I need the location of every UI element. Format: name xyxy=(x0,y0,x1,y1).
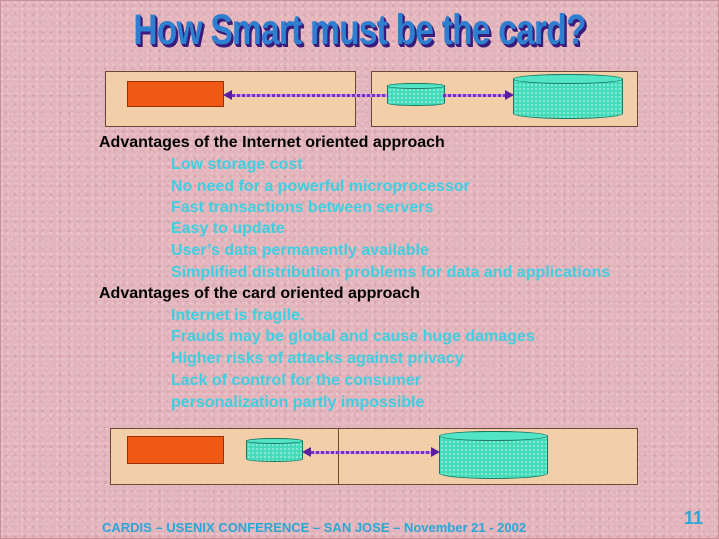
list-item: Frauds may be global and cause huge dama… xyxy=(171,328,535,345)
list-item: Lack of control for the consumer xyxy=(171,372,421,389)
slide-title: How Smart must be the card? xyxy=(133,6,586,54)
list-item: No need for a powerful microprocessor xyxy=(171,178,470,195)
arrow-left-icon xyxy=(302,447,311,457)
section-heading-card: Advantages of the card oriented approach xyxy=(99,285,420,302)
connection-line xyxy=(232,94,388,97)
page-number: 11 xyxy=(684,508,704,528)
arrow-right-icon xyxy=(505,90,514,100)
list-item: Low storage cost xyxy=(171,156,303,173)
list-item: Fast transactions between servers xyxy=(171,199,434,216)
section-heading-internet: Advantages of the Internet oriented appr… xyxy=(99,134,445,151)
large-database-icon xyxy=(513,74,623,119)
smart-card-shape xyxy=(127,436,224,464)
list-item: Internet is fragile. xyxy=(171,307,305,324)
list-item: Easy to update xyxy=(171,220,285,237)
small-database-icon xyxy=(246,438,303,462)
large-database-icon xyxy=(439,431,548,479)
connection-line xyxy=(311,451,432,454)
footer-text: CARDIS – USENIX CONFERENCE – SAN JOSE – … xyxy=(102,520,527,535)
smart-card-shape xyxy=(127,81,224,107)
small-database-icon xyxy=(387,83,445,106)
arrow-left-icon xyxy=(223,90,232,100)
arrow-right-icon xyxy=(431,447,440,457)
list-item: Higher risks of attacks against privacy xyxy=(171,350,464,367)
list-item: Simplified distribution problems for dat… xyxy=(171,264,611,281)
connection-line xyxy=(443,94,505,97)
list-item: User’s data permanently available xyxy=(171,242,429,259)
list-item: personalization partly impossible xyxy=(171,394,425,411)
